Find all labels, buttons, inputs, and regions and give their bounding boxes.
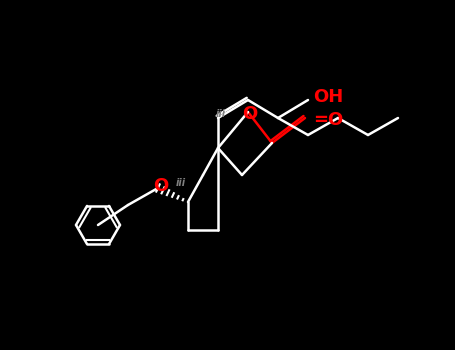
Text: =O: =O — [313, 111, 343, 129]
Text: iii: iii — [176, 178, 186, 188]
Text: iii: iii — [216, 109, 226, 119]
Text: OH: OH — [313, 88, 343, 106]
Text: O: O — [243, 105, 258, 123]
Text: O: O — [153, 177, 169, 195]
